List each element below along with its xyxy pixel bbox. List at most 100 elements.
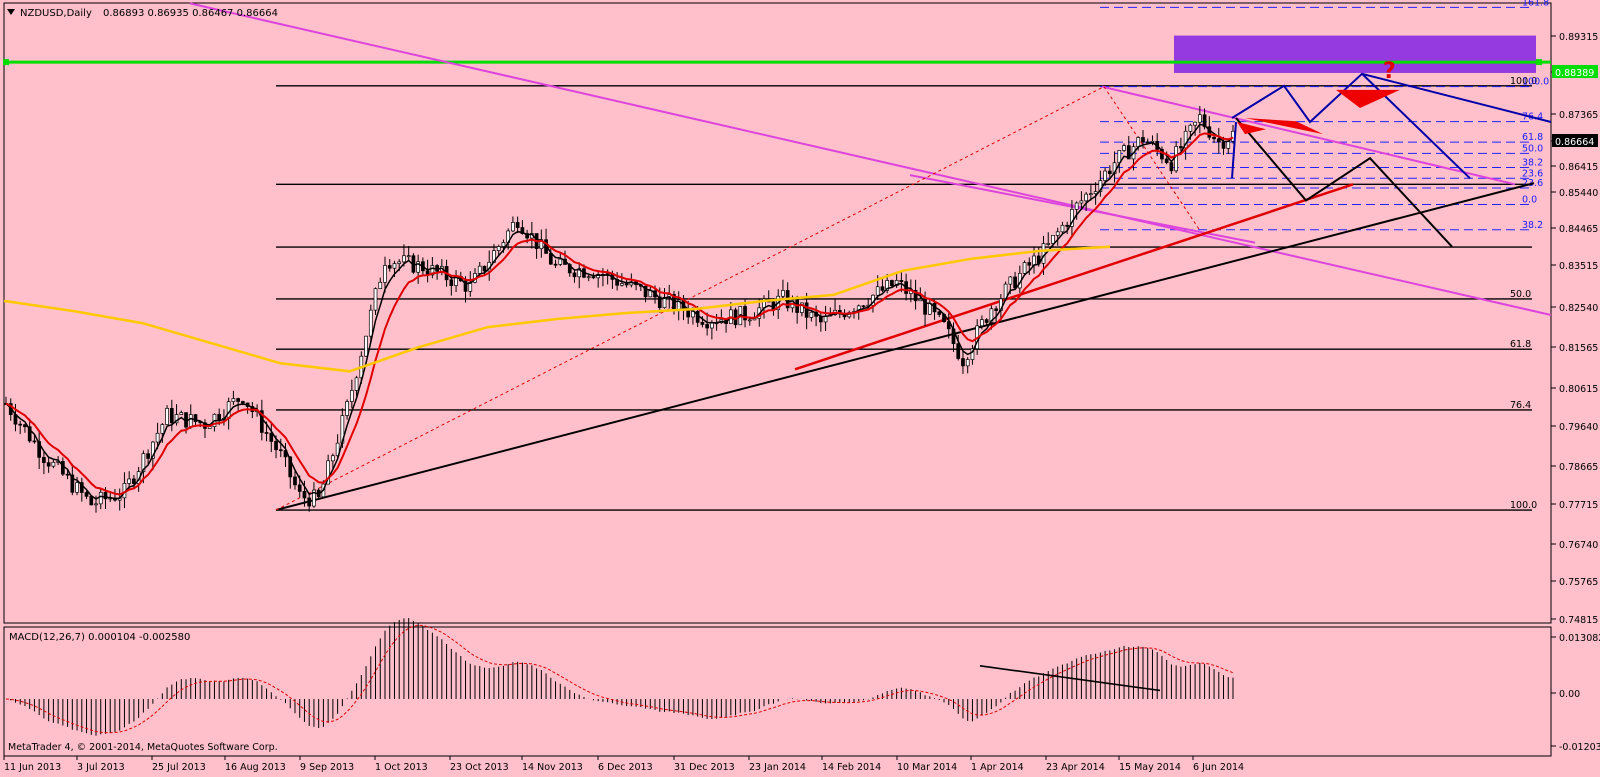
candle <box>1226 140 1231 149</box>
symbol-dropdown-icon[interactable] <box>7 9 15 15</box>
candle <box>188 414 193 428</box>
sell-marker <box>1237 122 1266 135</box>
candle <box>937 311 942 315</box>
candle <box>1008 276 1013 285</box>
current-price-badge <box>1552 134 1598 147</box>
candle <box>98 491 103 505</box>
fib-diagonal <box>275 86 1105 511</box>
macd-signal-line <box>5 624 1234 734</box>
candle <box>269 432 274 442</box>
candle <box>861 305 866 308</box>
fib-large-label: 100.0 <box>1510 76 1537 87</box>
fib-small-label: 161.8 <box>1522 0 1549 8</box>
candle <box>885 280 890 291</box>
candle <box>331 455 335 462</box>
ma-slow-line <box>3 245 1111 373</box>
candle <box>572 272 577 278</box>
candle <box>193 414 198 423</box>
fib-large-label: 50.0 <box>1510 289 1531 300</box>
candle <box>577 268 582 278</box>
price-label: 0.80615 <box>1559 384 1598 395</box>
candle <box>1126 145 1131 160</box>
candle <box>624 283 629 286</box>
projection-blue-leg <box>1231 121 1237 179</box>
candle <box>236 398 240 402</box>
macd-axis-label: 0.013082 <box>1559 633 1600 644</box>
candle <box>710 322 714 329</box>
date-label: 23 Jan 2014 <box>749 762 806 773</box>
candle <box>553 263 558 266</box>
price-label: 0.74815 <box>1559 615 1598 626</box>
candle <box>297 484 302 492</box>
candle <box>1136 137 1141 148</box>
candle <box>809 311 814 318</box>
question-annotation: ? <box>1383 59 1396 84</box>
sell-marker <box>1336 89 1400 108</box>
price-label: 0.88389 <box>1555 68 1594 79</box>
date-label: 9 Sep 2013 <box>300 762 354 773</box>
candle <box>1032 255 1036 266</box>
price-label: 0.78665 <box>1559 462 1598 473</box>
candle <box>548 253 553 265</box>
price-label: 0.81565 <box>1559 343 1598 354</box>
ma-fast-line <box>5 123 1234 500</box>
candle <box>994 308 998 311</box>
candle <box>643 285 648 298</box>
candle <box>743 306 747 321</box>
candle <box>127 478 132 484</box>
date-label: 14 Nov 2013 <box>522 762 583 773</box>
candle <box>1041 243 1046 264</box>
fib-large-label: 61.8 <box>1510 339 1531 350</box>
candle <box>312 489 316 507</box>
candle <box>747 319 752 322</box>
candle <box>217 413 222 421</box>
candle <box>349 390 354 402</box>
candle <box>918 298 923 302</box>
fib-small-label: 38.2 <box>1522 157 1543 168</box>
candle <box>70 474 75 493</box>
projection-blue-path <box>1231 72 1552 124</box>
candle <box>1103 170 1107 181</box>
candle <box>1098 180 1103 192</box>
macd-axis-label: 0.00 <box>1559 689 1580 700</box>
candle <box>1174 146 1179 172</box>
supply-zone <box>1174 35 1536 73</box>
candle <box>1107 170 1112 175</box>
candle <box>875 286 880 296</box>
macd-panel <box>3 626 1552 757</box>
candle <box>42 456 46 463</box>
macd-divergence-line <box>979 665 1161 692</box>
candle <box>397 261 402 264</box>
candle <box>1212 136 1216 140</box>
price-label: 0.77715 <box>1559 500 1598 511</box>
date-label: 14 Feb 2014 <box>822 762 881 773</box>
fib-small-label: 0.0 <box>1522 194 1537 205</box>
candle <box>520 227 525 234</box>
candle <box>1183 130 1188 149</box>
candle <box>1070 209 1074 227</box>
candle <box>1079 200 1084 204</box>
macd-axis-label: -0.012034 <box>1559 742 1600 753</box>
candle <box>278 449 283 452</box>
candle <box>1169 162 1174 172</box>
date-label: 15 May 2014 <box>1119 762 1181 773</box>
fib-large-label: 76.4 <box>1510 400 1531 411</box>
candle <box>1060 224 1065 233</box>
candle <box>899 280 904 282</box>
candle <box>1022 262 1027 274</box>
candle <box>781 290 785 297</box>
price-label: 0.75765 <box>1559 577 1598 588</box>
candle <box>1193 121 1197 126</box>
chart-symbol: NZDUSD,Daily <box>20 8 92 19</box>
candle <box>1202 114 1207 128</box>
fib-large-label: 100.0 <box>1510 500 1537 511</box>
candle <box>515 222 520 228</box>
channel-line-upper <box>189 2 1552 316</box>
candle <box>46 462 51 467</box>
candle <box>1141 137 1145 143</box>
candle <box>132 478 136 484</box>
candle <box>259 410 264 433</box>
candle <box>141 453 146 472</box>
date-label: 11 Jun 2013 <box>4 762 61 773</box>
